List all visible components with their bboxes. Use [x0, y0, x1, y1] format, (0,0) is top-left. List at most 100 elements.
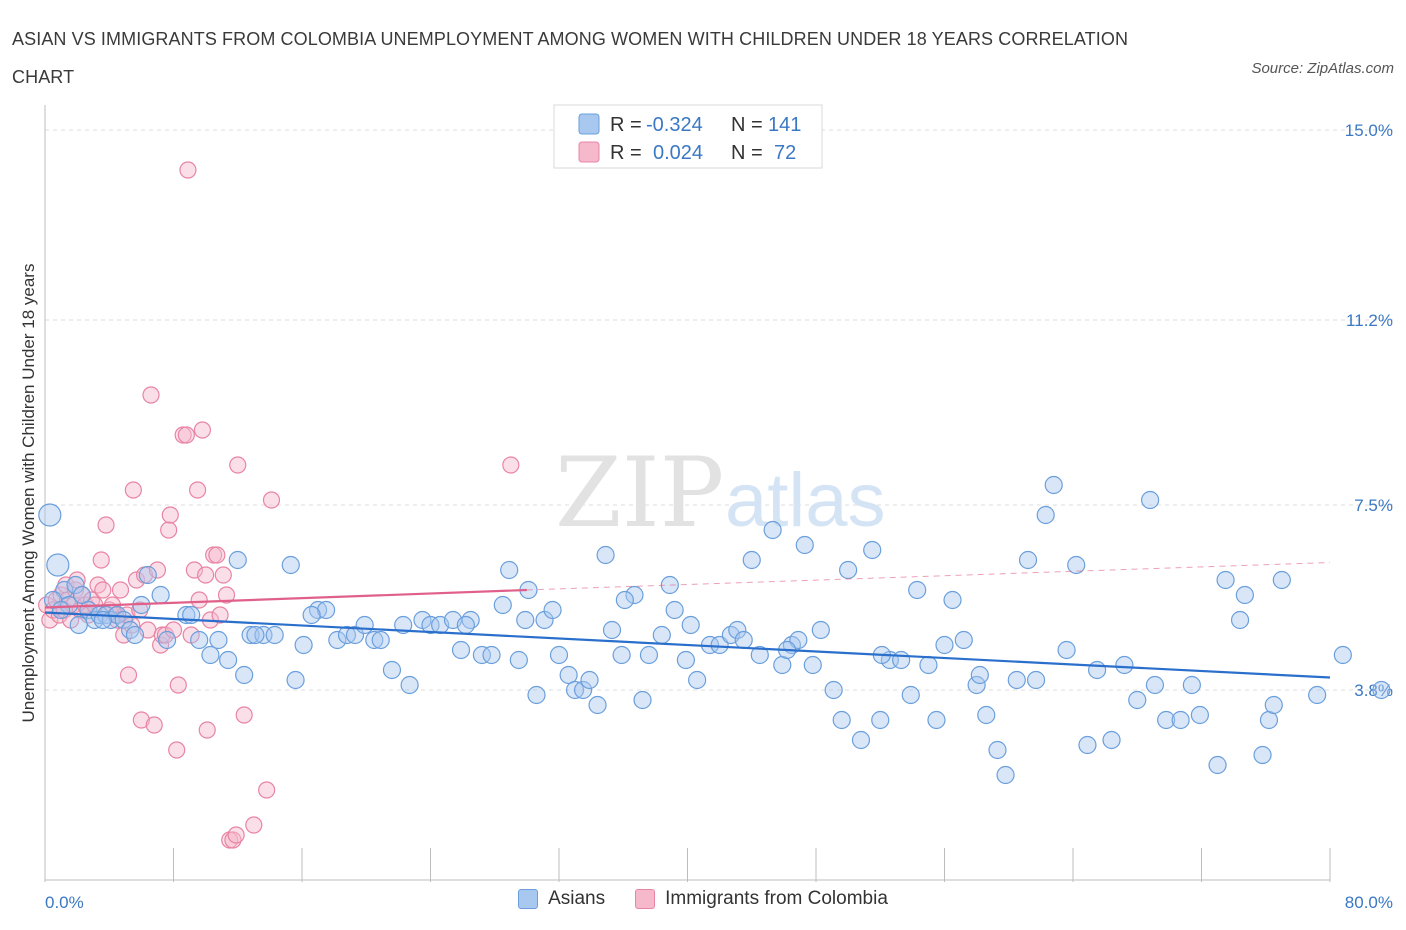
point-asian — [1102, 730, 1121, 750]
point-asian — [596, 545, 615, 565]
point-asian — [773, 655, 792, 675]
point-asian — [1007, 670, 1026, 690]
series-legend-label-asians: Asians — [548, 888, 606, 909]
point-asian — [750, 645, 769, 665]
point-asian — [1036, 505, 1055, 525]
point-asian — [1182, 675, 1201, 695]
point-asian — [66, 575, 85, 595]
series-legend: Asians Immigrants from Colombia — [0, 888, 1406, 910]
y-tick-label: 15.0% — [1345, 121, 1393, 140]
point-asian — [209, 630, 228, 650]
point-asian — [286, 670, 305, 690]
trendline-colombia-extrapolated — [526, 562, 1331, 591]
point-colombia — [142, 386, 160, 404]
point-colombia — [211, 606, 229, 624]
point-asian — [803, 655, 822, 675]
point-asian — [652, 625, 671, 645]
point-asian — [863, 540, 882, 560]
grid-lines — [45, 129, 1395, 691]
x-tick-labels: 0.0% 80.0% — [45, 893, 1393, 912]
point-asian — [1018, 550, 1038, 570]
point-asian — [1078, 735, 1097, 755]
point-asian — [355, 615, 374, 635]
point-asian — [549, 645, 569, 665]
point-asian — [795, 535, 814, 555]
point-asian — [493, 595, 512, 615]
point-asian — [345, 625, 365, 645]
legend-swatch-asian — [578, 113, 600, 135]
point-colombia — [235, 706, 253, 724]
point-asian — [742, 550, 761, 570]
point-colombia — [217, 586, 236, 604]
point-asian — [151, 585, 170, 605]
y-tick-label: 3.8% — [1354, 681, 1393, 700]
point-asian — [734, 630, 753, 650]
legend-r-label-colombia: R = — [610, 142, 642, 164]
point-asian — [51, 600, 71, 620]
series-asian-points — [38, 475, 1391, 785]
series-legend-item-asians: Asians — [518, 888, 605, 910]
point-asian — [219, 650, 238, 670]
point-asian — [265, 625, 284, 645]
point-asian — [394, 615, 413, 635]
point-asian — [1190, 705, 1209, 725]
point-colombia — [111, 581, 130, 599]
point-asian — [639, 645, 659, 665]
point-asian — [482, 645, 501, 665]
point-asian — [1272, 570, 1291, 590]
point-asian — [919, 655, 938, 675]
point-colombia — [161, 506, 179, 524]
y-tick-label: 11.2% — [1346, 311, 1393, 330]
point-asian — [927, 710, 946, 730]
point-asian — [811, 620, 830, 640]
point-colombia — [164, 621, 183, 639]
point-asian — [935, 635, 954, 655]
point-asian — [281, 555, 300, 575]
point-asian — [38, 503, 62, 527]
legend-swatch-colombia — [578, 141, 600, 163]
point-asian — [977, 705, 996, 725]
point-asian — [602, 620, 622, 640]
point-asian — [763, 520, 782, 540]
series-legend-item-colombia: Immigrants from Colombia — [635, 888, 888, 910]
point-asian — [681, 615, 700, 635]
point-asian — [235, 665, 254, 685]
y-axis-label: Unemployment Among Women with Children U… — [19, 264, 38, 723]
point-colombia — [160, 521, 178, 539]
point-asian — [472, 645, 491, 665]
legend-n-value-asian: 141 — [768, 114, 801, 136]
legend-r-value-asian: -0.324 — [646, 114, 703, 136]
point-colombia — [89, 576, 107, 594]
swatch-colombia — [635, 889, 656, 909]
point-asian — [988, 740, 1007, 760]
point-colombia — [262, 491, 281, 509]
watermark-zip: ZIP — [555, 437, 724, 549]
point-asian — [612, 645, 631, 665]
point-asian — [728, 620, 747, 640]
series-legend-label-colombia: Immigrants from Colombia — [665, 888, 888, 909]
point-asian — [901, 685, 920, 705]
point-colombia — [97, 516, 115, 534]
point-asian — [1044, 475, 1063, 495]
point-colombia — [124, 481, 142, 499]
point-asian — [851, 730, 871, 750]
point-asian — [996, 765, 1015, 785]
point-colombia — [179, 161, 197, 179]
point-colombia — [119, 666, 138, 684]
point-asian — [302, 605, 321, 625]
legend-n-value-colombia: 72 — [774, 142, 796, 164]
point-asian — [871, 710, 890, 730]
point-colombia — [148, 561, 167, 579]
legend-n-label-colombia: N = — [731, 142, 763, 164]
point-asian — [967, 675, 986, 695]
point-asian — [46, 553, 70, 577]
point-colombia — [188, 481, 207, 499]
point-asian — [456, 615, 475, 635]
point-asian — [382, 660, 402, 680]
point-colombia — [177, 426, 195, 444]
watermark-atlas: atlas — [725, 458, 886, 543]
point-asian — [633, 690, 652, 710]
point-asian — [1145, 675, 1165, 695]
point-asian — [509, 650, 528, 670]
